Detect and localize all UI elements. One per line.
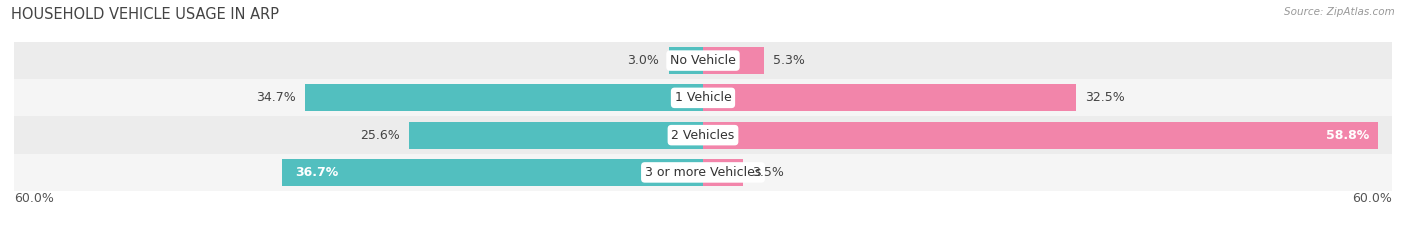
Text: 2 Vehicles: 2 Vehicles <box>672 129 734 142</box>
Text: 5.3%: 5.3% <box>773 54 804 67</box>
Text: 1 Vehicle: 1 Vehicle <box>675 91 731 104</box>
Text: No Vehicle: No Vehicle <box>671 54 735 67</box>
Text: 3.0%: 3.0% <box>627 54 659 67</box>
Bar <box>14 79 1392 116</box>
Bar <box>703 47 763 74</box>
Text: 32.5%: 32.5% <box>1085 91 1125 104</box>
Text: 60.0%: 60.0% <box>14 192 53 205</box>
Bar <box>14 116 1392 154</box>
Text: 3 or more Vehicles: 3 or more Vehicles <box>645 166 761 179</box>
Text: Source: ZipAtlas.com: Source: ZipAtlas.com <box>1284 7 1395 17</box>
Bar <box>305 84 703 111</box>
Bar <box>703 122 1378 149</box>
Text: 25.6%: 25.6% <box>360 129 399 142</box>
Text: 36.7%: 36.7% <box>295 166 339 179</box>
Bar <box>703 159 744 186</box>
Text: 60.0%: 60.0% <box>1353 192 1392 205</box>
Bar <box>409 122 703 149</box>
Bar <box>669 47 703 74</box>
Text: HOUSEHOLD VEHICLE USAGE IN ARP: HOUSEHOLD VEHICLE USAGE IN ARP <box>11 7 280 22</box>
Bar <box>14 42 1392 79</box>
Text: 58.8%: 58.8% <box>1326 129 1369 142</box>
Text: 3.5%: 3.5% <box>752 166 785 179</box>
Bar <box>14 154 1392 191</box>
Bar <box>281 159 703 186</box>
Bar <box>703 84 1076 111</box>
Text: 34.7%: 34.7% <box>256 91 295 104</box>
